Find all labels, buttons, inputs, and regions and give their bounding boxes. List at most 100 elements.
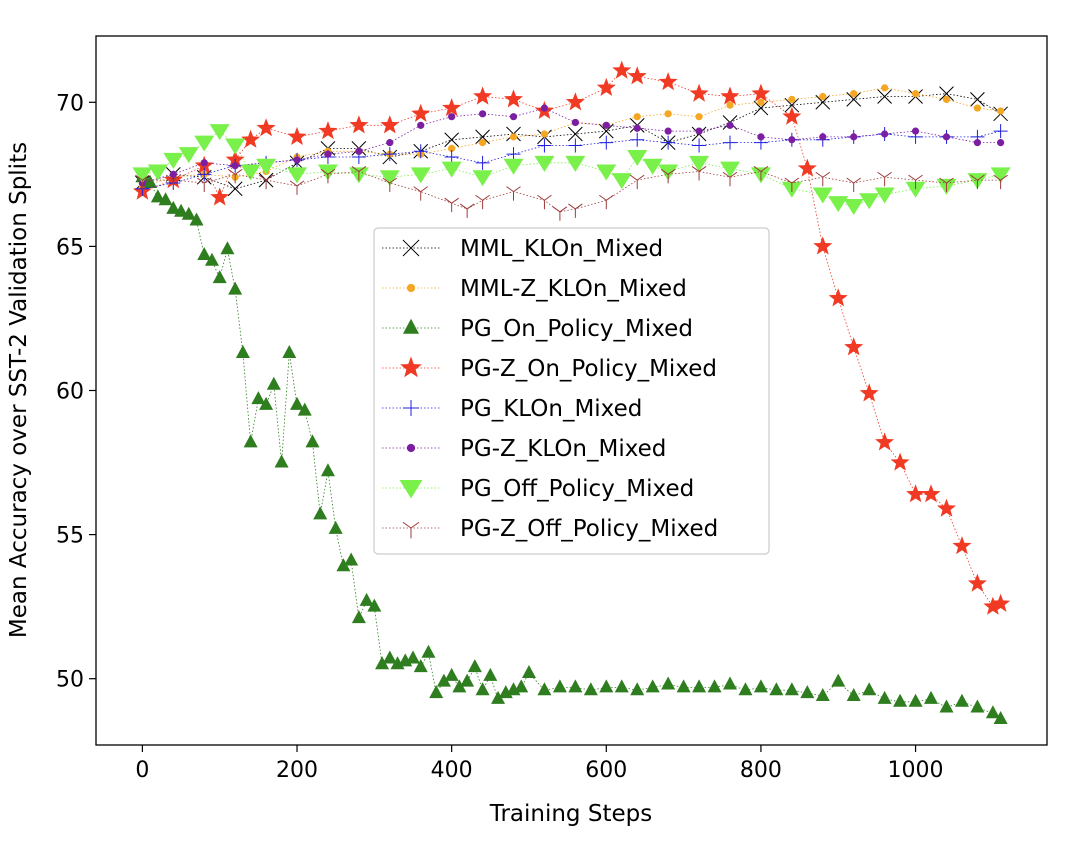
y-tick-label: 70 [56, 91, 84, 116]
data-point-pg-z-on-policy-mixed [380, 115, 400, 134]
data-point-pg-on-policy-mixed [985, 705, 1000, 719]
data-point-pg-z-off-policy-mixed [382, 177, 398, 192]
data-point-pg-z-klon-mixed [169, 170, 177, 178]
data-point-pg-z-klon-mixed [231, 162, 239, 170]
data-point-pg-on-policy-mixed [661, 676, 676, 690]
data-point-pg-z-on-policy-mixed [751, 83, 771, 102]
data-point-pg-on-policy-mixed [204, 252, 219, 266]
data-point-pg-z-off-policy-mixed [413, 186, 429, 201]
data-point-pg-z-on-policy-mixed [287, 126, 307, 145]
legend-item-pg-klon-mixed: PG_KLOn_Mixed [382, 396, 642, 422]
data-point-pg-klon-mixed [692, 138, 707, 153]
data-point-pg-z-off-policy-mixed [227, 168, 243, 184]
data-point-pg-on-policy-mixed [568, 679, 583, 693]
y-tick-label: 60 [56, 380, 84, 405]
data-point-pg-on-policy-mixed [158, 192, 173, 206]
legend-item-pg-on-policy-mixed: PG_On_Policy_Mixed [382, 316, 693, 342]
data-point-mml-z-klon-mixed [850, 90, 858, 98]
data-point-pg-on-policy-mixed [521, 664, 536, 678]
data-point-pg-z-on-policy-mixed [442, 98, 462, 117]
data-point-pg-z-off-policy-mixed [444, 197, 459, 213]
data-point-pg-z-off-policy-mixed [970, 174, 985, 190]
data-point-pg-on-policy-mixed [235, 345, 250, 359]
data-point-pg-z-on-policy-mixed [318, 121, 338, 140]
data-point-pg-z-on-policy-mixed [473, 86, 493, 105]
data-point-pg-z-klon-mixed [293, 156, 301, 164]
data-point-mml-z-klon-mixed [478, 139, 487, 147]
data-point-pg-on-policy-mixed [406, 650, 420, 664]
data-point-pg-z-off-policy-mixed [660, 168, 676, 184]
data-point-pg-z-klon-mixed [973, 139, 982, 147]
data-point-mml-z-klon-mixed [509, 133, 518, 141]
data-point-pg-off-policy-mixed [240, 164, 261, 181]
legend-box [373, 227, 770, 555]
data-point-pg-off-policy-mixed [627, 150, 648, 167]
data-point-pg-on-policy-mixed [993, 711, 1008, 725]
data-point-pg-on-policy-mixed [143, 174, 158, 188]
data-point-mml-z-klon-mixed [633, 113, 641, 121]
data-point-pg-z-on-policy-mixed [256, 118, 276, 137]
data-point-pg-z-klon-mixed [942, 133, 951, 141]
data-point-pg-z-klon-mixed [997, 139, 1005, 147]
data-point-pg-z-off-policy-mixed [939, 177, 954, 192]
data-point-pg-off-policy-mixed [720, 161, 740, 178]
data-point-pg-z-klon-mixed [355, 147, 363, 155]
data-point-pg-on-policy-mixed [970, 699, 985, 713]
legend-item-pg-off-policy-mixed: PG_Off_Policy_Mixed [382, 476, 694, 502]
data-point-pg-klon-mixed [661, 135, 676, 150]
data-point-pg-on-policy-mixed [243, 434, 258, 448]
data-point-pg-z-klon-mixed [448, 113, 456, 121]
data-point-pg-z-off-policy-mixed [784, 177, 800, 192]
data-point-pg-z-klon-mixed [324, 150, 332, 158]
data-point-pg-z-off-policy-mixed [599, 194, 614, 210]
data-point-pg-on-policy-mixed [800, 685, 815, 699]
data-point-pg-on-policy-mixed [599, 679, 614, 693]
data-point-pg-z-on-policy-mixed [782, 106, 802, 125]
data-point-pg-klon-mixed [993, 124, 1008, 139]
data-point-pg-z-off-policy-mixed [846, 177, 861, 192]
data-point-pg-on-policy-mixed [723, 676, 737, 690]
data-point-mml-z-klon-mixed [819, 92, 827, 101]
data-point-mml-klon-mixed [227, 181, 243, 197]
data-point-pg-z-on-policy-mixed [627, 66, 647, 85]
data-point-pg-on-policy-mixed [344, 552, 359, 566]
data-point-mml-z-klon-mixed [942, 95, 951, 104]
data-point-pg-on-policy-mixed [181, 206, 196, 220]
data-point-pg-on-policy-mixed [290, 396, 305, 410]
data-point-pg-z-on-policy-mixed [859, 383, 879, 402]
data-point-pg-klon-mixed [475, 155, 490, 170]
legend-marker-pg-z-off-policy-mixed [402, 521, 420, 539]
data-point-mml-klon-mixed [444, 132, 460, 148]
data-point-pg-off-policy-mixed [905, 181, 926, 198]
data-point-pg-z-klon-mixed [571, 118, 579, 127]
legend-label: PG_KLOn_Mixed [460, 396, 642, 422]
data-point-pg-off-policy-mixed [441, 161, 462, 178]
data-point-pg-on-policy-mixed [784, 682, 799, 696]
data-point-pg-on-policy-mixed [831, 673, 846, 687]
data-point-pg-z-klon-mixed [478, 110, 487, 118]
data-point-pg-z-off-policy-mixed [258, 174, 274, 190]
data-point-pg-z-off-policy-mixed [537, 194, 552, 210]
data-point-pg-z-off-policy-mixed [459, 203, 475, 218]
data-point-pg-z-on-policy-mixed [983, 596, 1003, 615]
data-point-pg-z-klon-mixed [881, 130, 889, 138]
data-point-pg-on-policy-mixed [274, 454, 289, 468]
data-point-pg-off-policy-mixed [611, 173, 632, 190]
data-point-pg-z-off-policy-mixed [166, 174, 181, 190]
data-point-pg-z-off-policy-mixed [908, 174, 923, 190]
data-point-mml-klon-mixed [475, 129, 490, 145]
data-point-pg-on-policy-mixed [483, 667, 498, 681]
data-point-pg-klon-mixed [382, 147, 397, 162]
data-point-pg-on-policy-mixed [954, 693, 969, 707]
data-point-pg-z-on-policy-mixed [411, 103, 431, 122]
data-point-pg-on-policy-mixed [375, 656, 390, 670]
data-point-mml-klon-mixed [753, 100, 769, 116]
legend-label: PG_On_Policy_Mixed [460, 316, 693, 342]
data-point-pg-off-policy-mixed [828, 196, 849, 213]
data-point-pg-z-on-policy-mixed [921, 484, 941, 503]
data-point-pg-on-policy-mixed [282, 345, 297, 359]
data-point-pg-on-policy-mixed [313, 506, 328, 520]
data-point-pg-on-policy-mixed [583, 682, 598, 696]
data-point-pg-z-on-policy-mixed [210, 187, 230, 206]
plot-area [132, 60, 1011, 725]
